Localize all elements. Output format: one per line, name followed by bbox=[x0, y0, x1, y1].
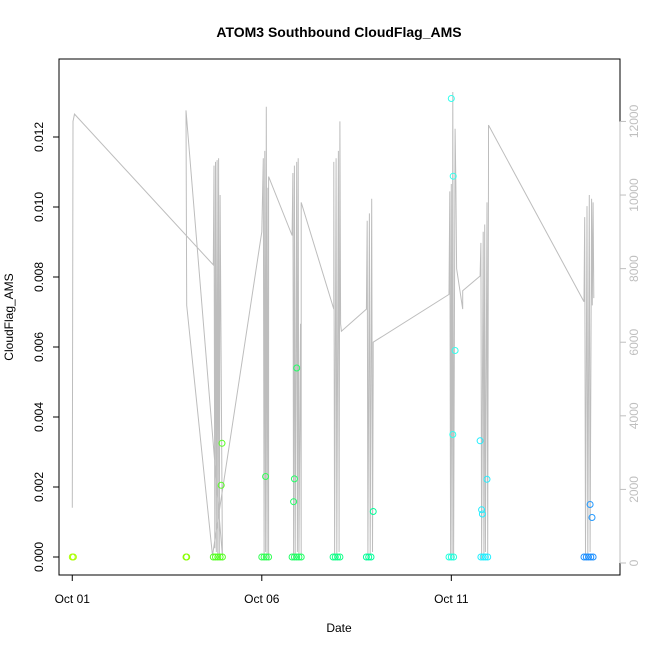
data-point bbox=[362, 553, 370, 561]
data-point bbox=[445, 553, 453, 561]
data-point bbox=[369, 508, 377, 515]
data-point bbox=[69, 553, 77, 561]
right-axis-tick-label: 4000 bbox=[627, 402, 641, 429]
data-point bbox=[588, 514, 596, 521]
data-point bbox=[218, 439, 226, 447]
data-point bbox=[258, 553, 266, 561]
data-point bbox=[336, 553, 344, 561]
data-point bbox=[262, 553, 270, 561]
data-point bbox=[451, 347, 459, 354]
data-point bbox=[290, 498, 298, 506]
y-tick-label: 0.000 bbox=[32, 542, 46, 572]
right-axis-tick-label: 2000 bbox=[627, 476, 641, 503]
right-axis-tick-label: 6000 bbox=[627, 329, 641, 356]
right-axis-tick-label: 0 bbox=[627, 559, 641, 566]
right-axis-tick-label: 12000 bbox=[627, 104, 641, 138]
data-point bbox=[262, 473, 270, 480]
data-point bbox=[582, 553, 590, 561]
data-point bbox=[293, 364, 301, 372]
data-point bbox=[214, 553, 222, 561]
data-point bbox=[331, 553, 339, 561]
data-point bbox=[586, 501, 594, 508]
right-axis-series-line bbox=[71, 91, 595, 560]
data-point bbox=[484, 553, 492, 561]
data-point bbox=[477, 553, 485, 561]
data-point bbox=[297, 553, 305, 561]
y-tick-label: 0.002 bbox=[32, 472, 46, 502]
data-point bbox=[447, 553, 455, 561]
y-tick-label: 0.008 bbox=[32, 262, 46, 292]
data-point bbox=[587, 553, 595, 561]
data-point bbox=[334, 553, 342, 561]
data-point bbox=[450, 553, 458, 561]
data-point bbox=[209, 553, 217, 561]
data-point bbox=[589, 553, 597, 561]
x-tick-label: Oct 01 bbox=[55, 592, 91, 606]
data-point bbox=[447, 95, 455, 102]
data-point bbox=[217, 481, 225, 489]
data-point bbox=[479, 553, 487, 561]
y-tick-label: 0.010 bbox=[32, 192, 46, 222]
y-axis-label: CloudFlag_AMS bbox=[2, 273, 16, 360]
data-point bbox=[290, 475, 298, 483]
data-point bbox=[449, 431, 457, 438]
data-point bbox=[216, 553, 224, 561]
data-point bbox=[260, 553, 268, 561]
x-tick-label: Oct 06 bbox=[244, 592, 280, 606]
data-point bbox=[265, 553, 273, 561]
data-point bbox=[288, 553, 296, 561]
data-point bbox=[295, 553, 303, 561]
data-point bbox=[183, 553, 191, 561]
data-point bbox=[478, 510, 486, 518]
y-tick-label: 0.006 bbox=[32, 332, 46, 362]
data-point bbox=[293, 553, 301, 561]
data-point bbox=[290, 553, 298, 561]
data-point bbox=[580, 553, 588, 561]
right-axis-tick-label: 8000 bbox=[627, 255, 641, 282]
y-tick-label: 0.004 bbox=[32, 402, 46, 432]
x-axis-label: Date bbox=[326, 621, 352, 635]
right-axis-series-layer bbox=[71, 91, 595, 560]
data-point bbox=[329, 553, 337, 561]
data-point bbox=[212, 553, 219, 561]
data-point bbox=[585, 553, 592, 561]
data-point bbox=[449, 172, 457, 180]
data-point bbox=[365, 553, 373, 561]
data-point bbox=[481, 553, 489, 561]
x-tick-label: Oct 11 bbox=[434, 592, 469, 606]
right-axis-tick-label: 10000 bbox=[627, 178, 641, 212]
points-layer bbox=[68, 95, 597, 561]
axes-layer: 0.000 0.002 0.004 0.006 0.008 0.010 0.012 Oct 0… bbox=[32, 104, 641, 606]
chart-title: ATOM3 Southbound CloudFlag_AMS bbox=[216, 24, 461, 40]
data-point bbox=[218, 553, 226, 561]
data-point bbox=[478, 506, 486, 514]
data-point bbox=[476, 437, 484, 445]
y-tick-label: 0.012 bbox=[32, 122, 46, 152]
data-point bbox=[483, 475, 491, 483]
data-point bbox=[367, 553, 375, 561]
